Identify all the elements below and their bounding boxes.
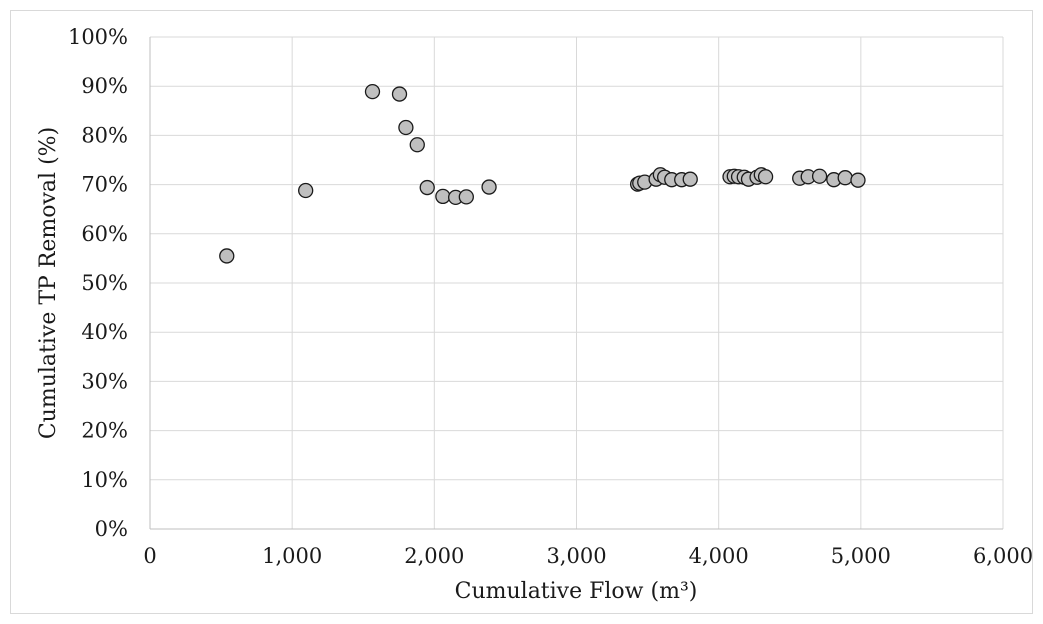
data-point (364, 83, 381, 100)
y-tick-label: 100% (68, 25, 128, 49)
y-tick-label: 40% (81, 320, 128, 344)
x-tick-label: 4,000 (689, 544, 749, 568)
y-tick-label: 60% (81, 222, 128, 246)
chart-frame (10, 10, 1033, 614)
x-tick-label: 6,000 (973, 544, 1033, 568)
data-point (435, 188, 451, 205)
data-point (419, 179, 435, 196)
y-tick-label: 80% (81, 123, 128, 147)
data-point (850, 172, 866, 188)
data-points (219, 83, 866, 264)
y-tick-label: 10% (81, 468, 128, 492)
data-point (757, 169, 774, 185)
x-tick-label: 1,000 (262, 544, 322, 568)
y-tick-label: 20% (81, 419, 128, 443)
data-point (219, 248, 235, 264)
gridlines (149, 36, 1004, 530)
data-point (811, 168, 828, 184)
data-point (837, 170, 853, 186)
plot-axes (149, 37, 1003, 530)
x-tick-label: 3,000 (546, 544, 606, 568)
data-point (458, 189, 474, 205)
data-point (398, 119, 414, 136)
y-tick-label: 0% (95, 517, 128, 541)
x-axis-title: Cumulative Flow (m³) (455, 579, 698, 604)
y-tick-label: 30% (81, 369, 128, 393)
x-tick-label: 5,000 (831, 544, 891, 568)
x-tick-label: 0 (143, 544, 156, 568)
y-tick-label: 90% (81, 74, 128, 98)
data-point (298, 182, 314, 199)
y-axis-title: Cumulative TP Removal (%) (36, 127, 61, 439)
tick-labels: 0% 10% 20% 30% 40% 50% 60% 70% 80% 90% 100% 0 1,000 2… (68, 25, 1033, 568)
data-point (409, 137, 425, 153)
data-point (391, 86, 408, 102)
data-point (481, 179, 497, 195)
y-tick-label: 70% (81, 173, 128, 197)
data-point (682, 171, 698, 187)
x-tick-label: 2,000 (404, 544, 464, 568)
y-tick-label: 50% (81, 271, 128, 295)
